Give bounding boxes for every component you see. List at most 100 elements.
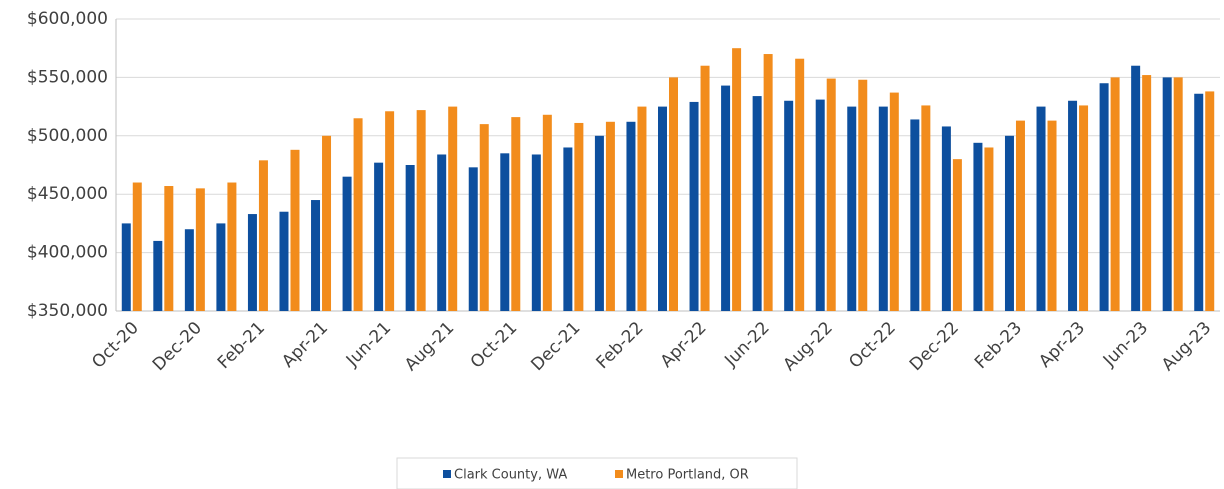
x-tick-label: Aug-21 <box>401 318 458 375</box>
bar <box>374 162 384 311</box>
legend-swatch <box>615 470 623 478</box>
bar <box>448 106 458 311</box>
bar <box>752 96 762 311</box>
bar <box>164 186 174 311</box>
bar <box>815 99 825 311</box>
bar <box>342 176 352 311</box>
bar <box>153 240 163 311</box>
bar <box>910 119 920 311</box>
bar <box>290 149 300 311</box>
bar <box>637 106 647 311</box>
y-tick-label: $450,000 <box>27 184 108 204</box>
y-tick-label: $500,000 <box>27 126 108 146</box>
x-tick-label: Oct-22 <box>845 318 900 373</box>
x-tick-label: Aug-22 <box>780 318 837 375</box>
bar <box>1131 65 1141 311</box>
x-tick-label: Feb-23 <box>971 318 1026 373</box>
bar <box>1036 106 1046 311</box>
y-tick-label: $600,000 <box>27 9 108 29</box>
bar <box>258 160 268 311</box>
bar <box>468 167 478 311</box>
bar <box>1194 93 1204 311</box>
bar <box>279 211 289 311</box>
bar <box>1110 77 1120 312</box>
x-tick-label: Dec-22 <box>906 318 963 375</box>
y-tick-label: $400,000 <box>27 243 108 263</box>
bar <box>721 85 731 312</box>
bar <box>184 229 194 311</box>
bar <box>826 78 836 312</box>
bar <box>1015 120 1025 311</box>
bar <box>605 121 615 311</box>
bar <box>511 117 521 311</box>
bar <box>1068 100 1078 311</box>
bar <box>311 200 321 311</box>
bar <box>121 223 131 311</box>
x-tick-label: Dec-20 <box>149 318 206 375</box>
bar <box>1047 120 1057 311</box>
bar <box>227 182 237 311</box>
bar <box>574 122 584 312</box>
bar <box>1173 77 1183 312</box>
x-tick-label: Jun-22 <box>720 318 773 371</box>
bar <box>669 77 678 312</box>
x-tick-label: Jun-21 <box>342 318 395 371</box>
bar <box>322 135 332 311</box>
bar <box>1205 91 1215 311</box>
bar <box>689 101 699 311</box>
bar <box>847 106 857 311</box>
bar <box>385 111 395 311</box>
legend-box <box>396 457 798 489</box>
x-tick-label: Dec-21 <box>527 318 584 375</box>
bar <box>658 106 667 311</box>
bar <box>700 65 710 311</box>
bar <box>500 153 510 311</box>
bar <box>437 154 447 311</box>
bar <box>416 110 426 311</box>
y-tick-label: $350,000 <box>27 301 108 321</box>
bar <box>784 100 794 311</box>
x-tick-label: Aug-23 <box>1158 318 1215 375</box>
bar <box>984 147 994 311</box>
x-tick-label: Jun-23 <box>1099 318 1152 371</box>
bar <box>195 188 205 311</box>
y-tick-label: $550,000 <box>27 67 108 87</box>
bar <box>763 54 773 311</box>
bar <box>353 118 363 311</box>
legend-swatch <box>443 470 451 478</box>
x-tick-label: Apr-21 <box>278 318 332 372</box>
bar <box>405 165 415 311</box>
bar <box>594 135 604 311</box>
bar <box>941 126 951 312</box>
legend-label: Clark County, WA <box>454 468 567 483</box>
bar <box>1162 77 1172 312</box>
bar <box>216 223 226 311</box>
x-tick-label: Feb-22 <box>592 318 647 373</box>
x-tick-label: Apr-22 <box>657 318 711 372</box>
bar <box>952 159 962 311</box>
bar <box>973 142 983 311</box>
bar <box>732 48 742 311</box>
x-tick-label: Oct-21 <box>467 318 522 373</box>
bar <box>479 124 489 312</box>
x-tick-label: Oct-20 <box>88 318 143 373</box>
bar <box>626 121 636 311</box>
bar <box>563 147 573 311</box>
bar <box>889 92 899 311</box>
bar <box>132 182 142 311</box>
bar <box>1099 83 1109 312</box>
bar <box>1004 135 1014 311</box>
legend-label: Metro Portland, OR <box>626 468 749 483</box>
bar <box>921 105 931 311</box>
bar <box>858 79 868 312</box>
bar <box>247 214 257 311</box>
bar <box>795 58 805 311</box>
x-tick-label: Apr-23 <box>1035 318 1089 372</box>
bar <box>531 154 541 311</box>
bar <box>1142 75 1152 312</box>
bar <box>1079 105 1089 311</box>
x-tick-label: Feb-21 <box>214 318 269 373</box>
bar <box>878 106 888 311</box>
bar <box>542 114 552 311</box>
